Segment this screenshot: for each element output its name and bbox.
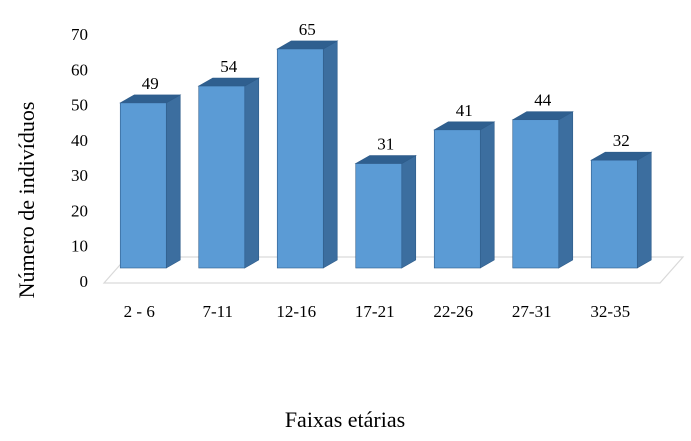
- x-axis-title: Faixas etárias: [285, 407, 405, 432]
- bar: [591, 152, 651, 268]
- x-category-label: 2 - 6: [124, 302, 155, 321]
- bar-front: [120, 103, 166, 268]
- bar: [434, 122, 494, 268]
- x-category-label: 7-11: [202, 302, 233, 321]
- y-tick-label: 60: [71, 60, 88, 79]
- data-label: 65: [299, 20, 316, 39]
- bar-front: [513, 120, 559, 268]
- x-category-label: 27-31: [512, 302, 552, 321]
- bar-side: [559, 112, 573, 268]
- x-category-label: 12-16: [276, 302, 316, 321]
- bar-side: [166, 95, 180, 268]
- x-category-label: 17-21: [355, 302, 395, 321]
- bar-front: [434, 130, 480, 268]
- y-tick-label: 20: [71, 201, 88, 220]
- y-tick-label: 70: [71, 25, 88, 44]
- bar: [513, 112, 573, 268]
- data-label: 32: [613, 131, 630, 150]
- bar: [120, 95, 180, 268]
- data-label: 44: [534, 91, 552, 110]
- bar-side: [637, 152, 651, 268]
- data-label: 41: [456, 101, 473, 120]
- data-label: 49: [142, 74, 159, 93]
- bar-side: [245, 78, 259, 268]
- x-category-label: 22-26: [433, 302, 473, 321]
- bar: [277, 41, 337, 268]
- y-tick-label: 30: [71, 166, 88, 185]
- x-category-label: 32-35: [590, 302, 630, 321]
- bar-side: [323, 41, 337, 268]
- bar: [199, 78, 259, 268]
- bar: [356, 156, 416, 268]
- bar-side: [402, 156, 416, 268]
- bar-front: [591, 160, 637, 268]
- bar-front: [356, 164, 402, 268]
- y-axis-title: Número de indivíduos: [14, 102, 39, 299]
- data-label: 31: [377, 135, 394, 154]
- bars: [120, 41, 651, 268]
- y-tick-label: 50: [71, 96, 88, 115]
- y-tick-label: 40: [71, 131, 88, 150]
- y-axis-ticks: 0 10 20 30 40 50 60 70: [71, 25, 88, 291]
- bar-front: [199, 86, 245, 268]
- bar-side: [480, 122, 494, 268]
- x-axis-categories: 2 - 6 7-11 12-16 17-21 22-26 27-31 32-35: [124, 302, 630, 321]
- data-label: 54: [220, 57, 238, 76]
- y-tick-label: 0: [80, 272, 89, 291]
- bar-front: [277, 49, 323, 268]
- y-tick-label: 10: [71, 237, 88, 256]
